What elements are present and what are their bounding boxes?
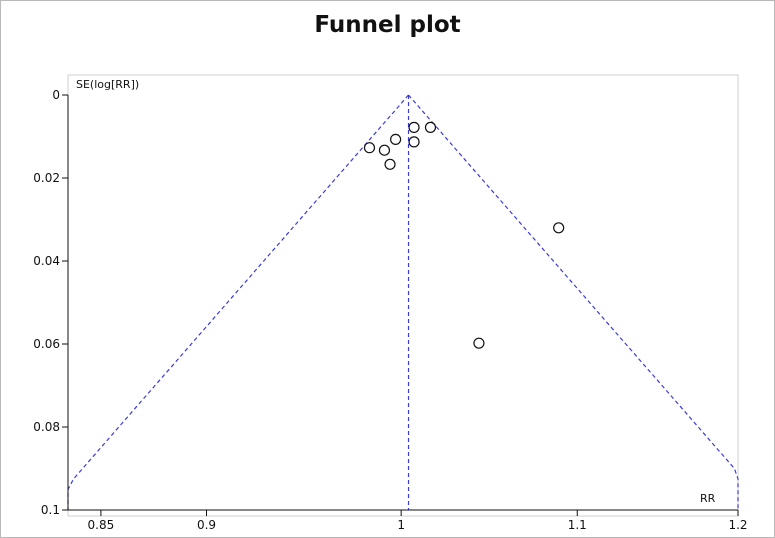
x-axis-title: RR <box>700 492 716 505</box>
funnel-right-limit <box>408 94 739 510</box>
y-tick-label: 0.02 <box>33 171 60 185</box>
chart-title: Funnel plot <box>314 12 461 38</box>
study-point <box>384 158 396 170</box>
y-axis-title: SE(log[RR]) <box>76 78 139 91</box>
study-point <box>473 337 485 349</box>
funnel-left-limit <box>67 94 409 510</box>
y-tick-label: 0.04 <box>33 254 60 268</box>
x-tick-label: 1 <box>397 518 405 532</box>
study-point <box>378 144 391 156</box>
study-point <box>408 121 420 133</box>
plot-area <box>67 74 739 517</box>
study-point <box>424 121 437 133</box>
x-tick-label: 0.85 <box>88 518 115 532</box>
x-tick-label: 1.1 <box>568 518 587 532</box>
y-tick-label: 0.08 <box>33 420 60 434</box>
x-tick-label: 0.9 <box>197 518 216 532</box>
study-point <box>553 222 565 234</box>
y-tick-label: 0.06 <box>33 337 60 351</box>
x-tick-label: 1.2 <box>728 518 747 532</box>
y-tick-label: 0 <box>52 88 60 102</box>
study-point <box>363 142 376 154</box>
y-tick-label: 0.1 <box>41 503 60 517</box>
study-point <box>390 133 402 146</box>
study-point <box>408 136 420 148</box>
